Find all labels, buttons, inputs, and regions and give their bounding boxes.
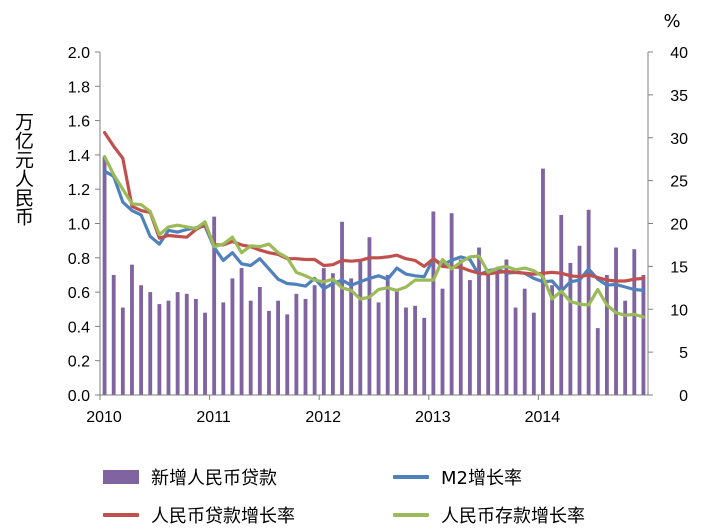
new-loans-bar xyxy=(440,288,445,395)
series-line-2 xyxy=(102,131,646,283)
new-loans-bar xyxy=(267,310,271,395)
new-loans-bar xyxy=(175,292,180,395)
new-loans-bar xyxy=(303,298,308,395)
new-loans-bar xyxy=(504,259,509,395)
new-loans-bar xyxy=(148,292,153,395)
new-loans-bar xyxy=(230,278,235,395)
y-right-tick-label: 20 xyxy=(670,217,688,234)
y-right-tick-label: 5 xyxy=(679,345,688,362)
new-loans-bar xyxy=(193,298,198,395)
y-right-tick-label: 0 xyxy=(679,388,688,405)
y-left-tick-label: 1.4 xyxy=(68,148,90,165)
new-loans-bar xyxy=(367,237,372,395)
y-left-tick-label: 0.2 xyxy=(68,354,90,371)
x-tick-label: 2010 xyxy=(86,409,122,426)
new-loans-bar xyxy=(349,278,354,395)
series-line-3 xyxy=(102,155,646,319)
new-loans-bar xyxy=(285,314,290,395)
y-right-tick-label: 40 xyxy=(670,45,688,62)
new-loans-bar xyxy=(157,304,162,395)
new-loans-bar xyxy=(276,300,281,395)
x-tick-label: 2014 xyxy=(525,409,561,426)
new-loans-bar xyxy=(340,221,344,395)
y-left-tick-label: 0.8 xyxy=(68,251,90,268)
y-left-tick-label: 1.2 xyxy=(68,182,90,199)
new-loans-bar xyxy=(102,156,107,395)
new-loans-bar xyxy=(604,274,609,395)
new-loans-bar xyxy=(139,285,144,395)
x-tick-label: 2011 xyxy=(196,409,231,426)
new-loans-bar xyxy=(458,259,463,395)
new-loans-bar xyxy=(166,300,171,395)
y-left-tick-label: 1.6 xyxy=(68,114,90,131)
new-loans-bar xyxy=(477,247,481,395)
x-tick-label: 2012 xyxy=(305,409,341,426)
new-loans-bar xyxy=(312,285,317,395)
growth-lines xyxy=(102,131,646,319)
new-loans-bar xyxy=(568,262,573,395)
new-loans-bar xyxy=(330,273,335,395)
new-loans-bar xyxy=(394,288,399,395)
new-loans-bar xyxy=(641,274,646,395)
new-loans-bar xyxy=(321,268,326,395)
new-loans-bar xyxy=(413,305,418,395)
new-loans-bar xyxy=(358,259,363,395)
y-right-tick-label: 35 xyxy=(670,88,688,105)
new-loans-bar xyxy=(212,216,217,395)
y-left-axis-label: 万亿元人民币 xyxy=(12,112,34,226)
new-loans-bar xyxy=(422,317,427,395)
loan-bars xyxy=(102,156,646,395)
new-loans-bar xyxy=(203,312,207,395)
x-tick-label: 2013 xyxy=(415,409,451,426)
new-loans-bar xyxy=(595,328,600,395)
y-right-unit: % xyxy=(663,11,680,32)
new-loans-bar xyxy=(632,249,637,395)
new-loans-bar xyxy=(559,214,564,395)
new-loans-bar xyxy=(550,285,555,395)
new-loans-bar xyxy=(467,280,472,395)
new-loans-bar xyxy=(577,245,582,395)
new-loans-bar xyxy=(623,300,628,395)
y-left-tick-label: 1.0 xyxy=(68,217,90,234)
y-left-tick-label: 0.4 xyxy=(68,319,90,336)
new-loans-bar xyxy=(522,288,527,395)
new-loans-bar xyxy=(184,293,189,395)
new-loans-bar xyxy=(431,211,436,395)
new-loans-bar xyxy=(486,274,491,395)
y-right-tick-label: 30 xyxy=(670,131,688,148)
new-loans-bar xyxy=(248,300,253,395)
new-loans-bar xyxy=(404,307,408,395)
y-left-tick-label: 0.0 xyxy=(68,388,90,405)
new-loans-bar xyxy=(111,274,116,395)
y-right-tick-label: 15 xyxy=(670,259,688,276)
new-loans-bar xyxy=(376,302,381,395)
y-left-tick-label: 1.8 xyxy=(68,79,90,96)
y-right-tick-label: 10 xyxy=(670,302,688,319)
new-loans-bar xyxy=(495,273,500,395)
y-right-tick-label: 25 xyxy=(670,174,688,191)
new-loans-bar xyxy=(239,268,244,395)
new-loans-bar xyxy=(531,312,536,395)
new-loans-bar xyxy=(294,293,299,395)
axis-ticks: 0.0 0.2 0.4 0.6 0.8 1.0 1.2 1.4 1.6 1.8 2.0 0 5 10 15 2… xyxy=(68,45,688,426)
new-loans-bar xyxy=(130,264,134,395)
y-left-tick-label: 2.0 xyxy=(68,45,90,62)
new-loans-bar xyxy=(221,302,226,395)
y-left-tick-label: 0.6 xyxy=(68,285,90,302)
new-loans-bar xyxy=(449,213,454,395)
new-loans-bar xyxy=(120,307,125,395)
new-loans-bar xyxy=(614,247,618,395)
new-loans-bar xyxy=(513,307,518,395)
new-loans-bar xyxy=(385,274,390,395)
new-loans-bar xyxy=(257,286,262,395)
